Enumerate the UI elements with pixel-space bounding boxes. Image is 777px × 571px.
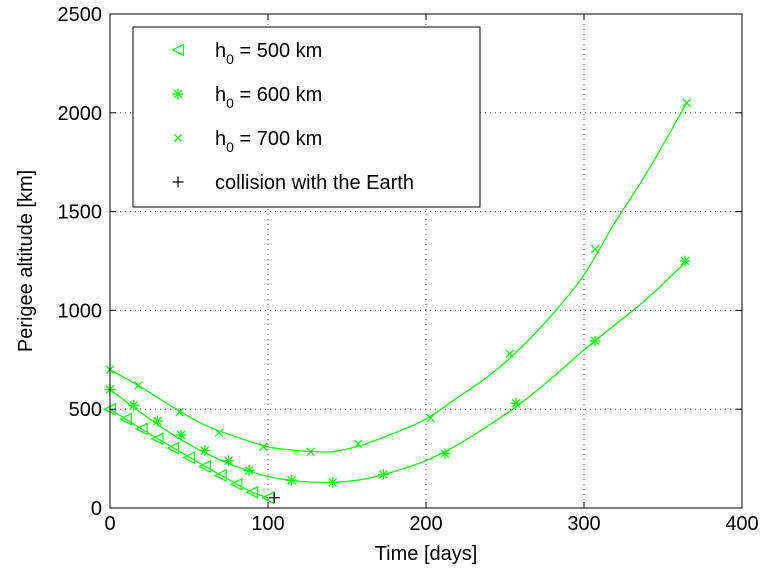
data-point xyxy=(166,441,180,455)
legend: h0 = 500 km h0 = 600 km h0 = 700 km collisi… xyxy=(132,26,481,208)
y-axis-title: Perigee altitude [km] xyxy=(15,170,37,352)
legend-marker xyxy=(173,133,183,143)
series-line xyxy=(109,408,269,499)
data-point xyxy=(245,485,259,499)
data-point xyxy=(589,335,601,347)
legend-label: h0 = 700 km xyxy=(215,128,322,155)
x-axis-title: Time [days] xyxy=(375,543,478,565)
data-point xyxy=(213,468,227,482)
data-point xyxy=(150,432,164,446)
data-point xyxy=(223,455,234,467)
data-point xyxy=(377,468,389,480)
data-point xyxy=(151,415,163,427)
data-point xyxy=(679,255,691,267)
data-point xyxy=(134,381,143,390)
x-tick-label: 100 xyxy=(251,513,284,535)
data-point xyxy=(505,349,515,359)
legend-box xyxy=(132,26,481,208)
x-tick-label: 200 xyxy=(409,513,442,535)
data-point xyxy=(258,442,268,452)
data-point xyxy=(118,412,132,426)
x-tick-label: 400 xyxy=(725,513,758,535)
legend-label: h0 = 600 km xyxy=(215,84,322,111)
data-point xyxy=(175,407,184,417)
legend-marker xyxy=(172,176,184,188)
series-3 xyxy=(268,492,280,504)
legend-label: collision with the Earth xyxy=(215,172,414,194)
series-line xyxy=(109,102,688,453)
y-tick-label: 2500 xyxy=(58,4,103,26)
series-0 xyxy=(103,402,275,505)
series-line xyxy=(109,260,688,484)
data-point xyxy=(590,244,600,254)
plot-series xyxy=(103,98,691,505)
data-point xyxy=(682,98,691,108)
data-point xyxy=(214,428,224,438)
data-point xyxy=(439,448,451,460)
data-point xyxy=(175,429,187,441)
data-point xyxy=(229,477,243,491)
axis-ticks: 0 100 200 300 400 0 500 1000 1500 2000 2500 xyxy=(58,4,759,535)
y-tick-label: 1000 xyxy=(58,300,103,322)
data-point xyxy=(510,397,522,409)
legend-marker xyxy=(172,88,184,100)
data-point xyxy=(199,445,211,457)
y-tick-label: 0 xyxy=(91,498,102,520)
data-point xyxy=(286,474,298,486)
y-tick-label: 2000 xyxy=(58,103,103,125)
y-tick-label: 1500 xyxy=(58,202,103,224)
data-point xyxy=(353,439,363,449)
x-tick-label: 0 xyxy=(104,513,115,535)
y-tick-label: 500 xyxy=(69,399,102,421)
data-point xyxy=(327,476,339,488)
data-point xyxy=(197,460,211,473)
data-point xyxy=(134,422,148,436)
data-point xyxy=(243,464,255,476)
legend-marker xyxy=(171,43,185,57)
data-point xyxy=(128,399,140,411)
data-point xyxy=(426,413,436,423)
x-tick-label: 300 xyxy=(567,513,600,535)
series-2 xyxy=(105,98,691,456)
data-point xyxy=(306,447,315,456)
data-point xyxy=(182,451,196,465)
series-1 xyxy=(104,255,691,488)
data-point xyxy=(268,492,280,504)
legend-label: h0 = 500 km xyxy=(215,40,322,67)
